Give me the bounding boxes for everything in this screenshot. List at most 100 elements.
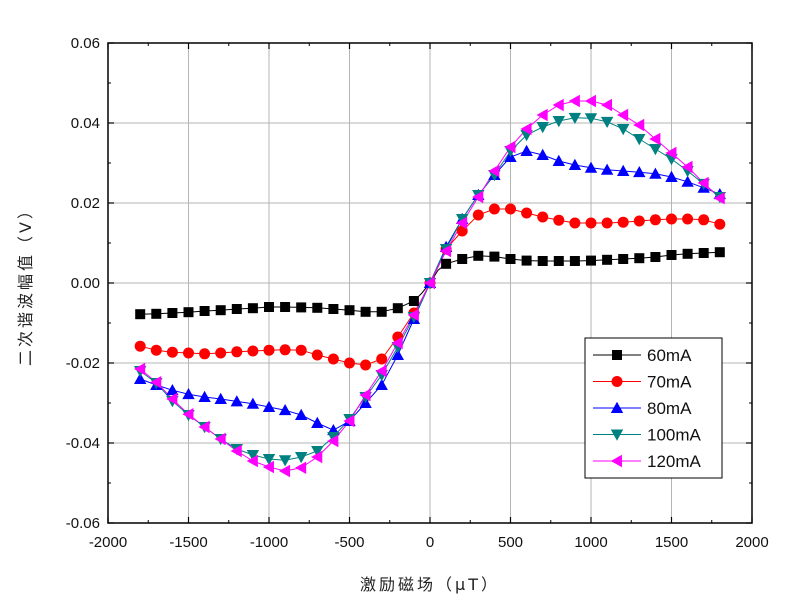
legend-label-70ma: 70mA	[647, 373, 692, 392]
x-tick-labels: -2000 -1500 -1000 -500 0 500 1000 1500 2000	[89, 534, 769, 551]
data-point-60ma	[441, 258, 452, 269]
data-point-60ma	[408, 296, 419, 306]
data-point-60ma	[280, 302, 291, 312]
data-point-70ma	[488, 203, 500, 215]
data-point-70ma	[633, 215, 645, 227]
axis-ticks	[107, 42, 753, 524]
data-point-70ma	[150, 344, 162, 356]
legend-label-100ma: 100mA	[647, 426, 702, 445]
data-point-100ma	[552, 116, 565, 128]
data-point-100ma	[246, 450, 260, 462]
data-point-120ma	[262, 460, 274, 474]
data-point-80ma	[552, 154, 565, 166]
data-point-80ma	[182, 388, 195, 400]
data-point-60ma	[602, 254, 613, 265]
data-point-100ma	[262, 454, 276, 466]
data-point-70ma	[199, 348, 211, 360]
x-tick-label: 0	[426, 534, 434, 551]
data-point-70ma	[279, 344, 291, 356]
data-point-120ma	[166, 392, 178, 406]
data-point-60ma	[231, 304, 242, 314]
data-point-120ma	[214, 432, 226, 446]
data-point-100ma	[536, 122, 549, 134]
y-tick-label: -0.06	[66, 515, 100, 532]
data-point-70ma	[682, 213, 694, 225]
data-point-60ma	[215, 305, 226, 316]
data-point-120ma	[439, 244, 452, 258]
y-tick-label: -0.02	[66, 355, 100, 372]
data-point-70ma	[263, 344, 275, 356]
data-point-60ma	[473, 250, 484, 261]
data-point-70ma	[231, 346, 243, 358]
data-point-60ma	[666, 250, 677, 260]
data-point-120ma	[134, 362, 146, 376]
x-tick-label: -1000	[250, 534, 288, 551]
data-point-60ma	[457, 254, 468, 264]
data-point-120ma	[359, 388, 371, 402]
data-point-120ma	[295, 461, 307, 474]
data-point-60ma	[698, 248, 709, 258]
y-tick-label: -0.04	[66, 435, 100, 452]
data-point-80ma	[230, 395, 243, 407]
data-point-70ma	[183, 347, 194, 359]
legend-marker-70ma	[611, 376, 623, 387]
x-tick-label: 1000	[574, 534, 607, 551]
x-tick-label: -2000	[89, 534, 127, 551]
data-point-70ma	[553, 214, 565, 226]
data-point-120ma	[617, 108, 629, 122]
legend: 60mA 70mA 80mA 100mA 120mA	[584, 337, 723, 479]
data-point-80ma	[198, 390, 211, 402]
y-tick-labels: -0.06 -0.04 -0.02 0.00 0.02 0.04 0.06	[66, 35, 100, 532]
data-point-70ma	[569, 217, 581, 229]
data-point-100ma	[295, 452, 308, 464]
data-point-120ma	[584, 94, 596, 108]
data-point-60ma	[682, 248, 693, 259]
data-point-120ma	[633, 118, 645, 132]
data-point-80ma	[600, 163, 614, 175]
data-point-120ma	[713, 192, 725, 205]
data-point-100ma	[584, 113, 598, 125]
data-point-60ma	[344, 305, 355, 316]
data-point-80ma	[649, 167, 662, 179]
data-point-70ma	[134, 340, 146, 352]
data-point-60ma	[553, 256, 564, 266]
data-point-70ma	[360, 359, 372, 371]
data-point-70ma	[376, 353, 388, 365]
data-point-80ma	[166, 384, 179, 396]
data-point-60ma	[199, 306, 210, 316]
data-point-120ma	[343, 414, 355, 428]
data-point-100ma	[600, 116, 614, 128]
data-point-60ma	[537, 256, 548, 266]
data-point-120ma	[375, 364, 387, 378]
y-tick-label: 0.04	[71, 115, 100, 132]
data-point-100ma	[568, 112, 582, 124]
data-point-60ma	[151, 308, 162, 319]
legend-label-80ma: 80mA	[647, 399, 692, 418]
data-point-80ma	[584, 161, 598, 173]
x-tick-label: 500	[498, 534, 523, 551]
data-point-80ma	[295, 408, 308, 420]
y-tick-label: 0.00	[71, 275, 100, 292]
legend-label-120ma: 120mA	[647, 452, 702, 471]
data-point-60ma	[312, 302, 323, 313]
data-point-120ma	[423, 276, 435, 290]
data-point-80ma	[262, 400, 276, 412]
data-point-120ma	[649, 132, 661, 146]
data-point-80ma	[278, 404, 292, 416]
data-point-60ma	[489, 251, 500, 262]
data-point-60ma	[521, 255, 532, 266]
data-point-80ma	[520, 144, 533, 156]
data-point-100ma	[311, 446, 324, 458]
data-point-80ma	[617, 164, 630, 176]
data-point-120ma	[665, 146, 677, 160]
data-point-70ma	[585, 217, 597, 229]
data-point-60ma	[264, 302, 274, 312]
data-point-70ma	[472, 209, 484, 221]
data-point-80ma	[681, 175, 694, 187]
data-point-70ma	[344, 357, 355, 369]
data-point-80ma	[375, 378, 388, 390]
y-tick-label: 0.02	[71, 195, 100, 212]
data-point-80ma	[214, 392, 227, 404]
data-point-70ma	[505, 203, 516, 215]
